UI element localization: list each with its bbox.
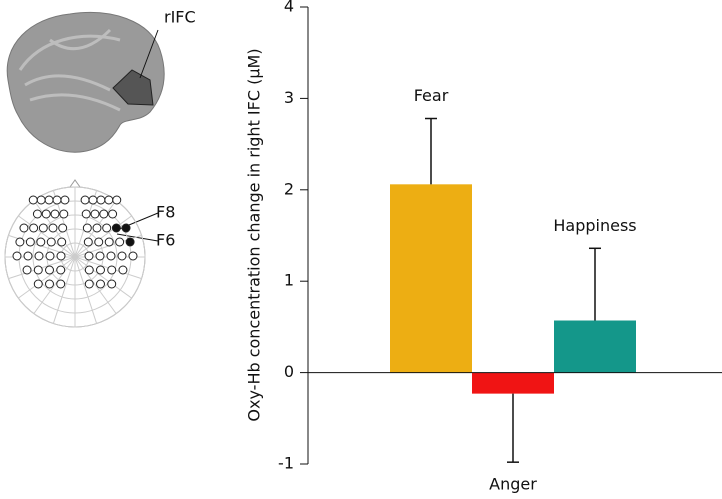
bar xyxy=(472,372,554,394)
electrode xyxy=(83,237,93,247)
electrode xyxy=(45,265,54,275)
y-tick-label: 1 xyxy=(284,271,294,290)
annotation: F6 xyxy=(156,231,175,250)
electrode xyxy=(96,265,105,275)
electrode xyxy=(107,279,117,289)
electrode xyxy=(45,279,54,289)
cap-spoke xyxy=(74,256,132,299)
cap-spoke xyxy=(74,256,98,324)
annotation: rIFC xyxy=(164,8,196,27)
bar xyxy=(554,320,636,373)
electrode xyxy=(115,237,125,247)
electrode xyxy=(107,265,117,275)
y-tick-label: 2 xyxy=(284,179,294,198)
electrode xyxy=(58,223,68,233)
electrode xyxy=(96,279,105,289)
electrode xyxy=(38,223,48,233)
category-label: Fear xyxy=(414,86,449,105)
electrode xyxy=(106,251,116,261)
electrode xyxy=(36,237,46,247)
electrode xyxy=(12,251,22,261)
electrode xyxy=(59,209,69,219)
electrode xyxy=(104,195,114,205)
electrode xyxy=(29,223,39,233)
electrode xyxy=(57,237,67,247)
electrode xyxy=(118,265,128,275)
electrode xyxy=(32,209,42,219)
cap-spoke xyxy=(74,215,132,258)
electrode xyxy=(46,237,56,247)
cap-spoke xyxy=(18,256,76,299)
y-tick-label: -1 xyxy=(278,454,294,473)
electrode xyxy=(90,209,100,219)
electrode xyxy=(84,279,94,289)
electrode xyxy=(52,195,62,205)
electrode-diagram xyxy=(4,179,159,328)
electrode xyxy=(23,251,33,261)
electrode xyxy=(56,279,66,289)
y-tick-label: 3 xyxy=(284,88,294,107)
electrode xyxy=(80,195,90,205)
bar xyxy=(390,184,472,373)
y-tick-label: 0 xyxy=(284,362,294,381)
y-tick-label: 4 xyxy=(284,0,294,16)
electrode xyxy=(44,195,54,205)
electrode xyxy=(92,223,102,233)
electrode xyxy=(99,209,109,219)
electrode xyxy=(95,251,105,261)
electrode xyxy=(33,279,43,289)
electrode xyxy=(33,265,43,275)
electrode xyxy=(104,237,114,247)
electrode xyxy=(36,195,46,205)
electrode xyxy=(121,223,131,233)
category-label: Happiness xyxy=(553,216,636,235)
electrode xyxy=(60,195,70,205)
cap-spoke xyxy=(52,256,76,324)
electrode xyxy=(25,237,35,247)
cap-spoke xyxy=(18,215,76,258)
electrode xyxy=(41,209,51,219)
electrode xyxy=(81,209,91,219)
y-axis-label: Oxy-Hb concentration change in right IFC… xyxy=(245,48,264,421)
electrode xyxy=(128,251,138,261)
electrode xyxy=(112,195,122,205)
electrode xyxy=(56,265,66,275)
electrode xyxy=(82,223,92,233)
brain-illustration xyxy=(6,12,165,153)
cap-spoke xyxy=(33,256,76,314)
electrode xyxy=(56,251,66,261)
electrode xyxy=(94,237,104,247)
electrode xyxy=(102,223,112,233)
electrode xyxy=(34,251,44,261)
electrode xyxy=(84,265,94,275)
electrode xyxy=(45,251,55,261)
electrode xyxy=(48,223,58,233)
category-label: Anger xyxy=(489,475,537,494)
electrode xyxy=(15,237,25,247)
electrode xyxy=(28,195,38,205)
annotation: F8 xyxy=(156,203,175,222)
electrode xyxy=(50,209,60,219)
electrode xyxy=(84,251,94,261)
cap-spoke xyxy=(74,256,117,314)
electrode xyxy=(19,223,29,233)
electrode xyxy=(111,223,121,233)
electrode xyxy=(117,251,127,261)
electrode xyxy=(96,195,106,205)
electrode xyxy=(88,195,98,205)
electrode xyxy=(108,209,118,219)
electrode xyxy=(125,237,135,247)
electrode xyxy=(22,265,32,275)
